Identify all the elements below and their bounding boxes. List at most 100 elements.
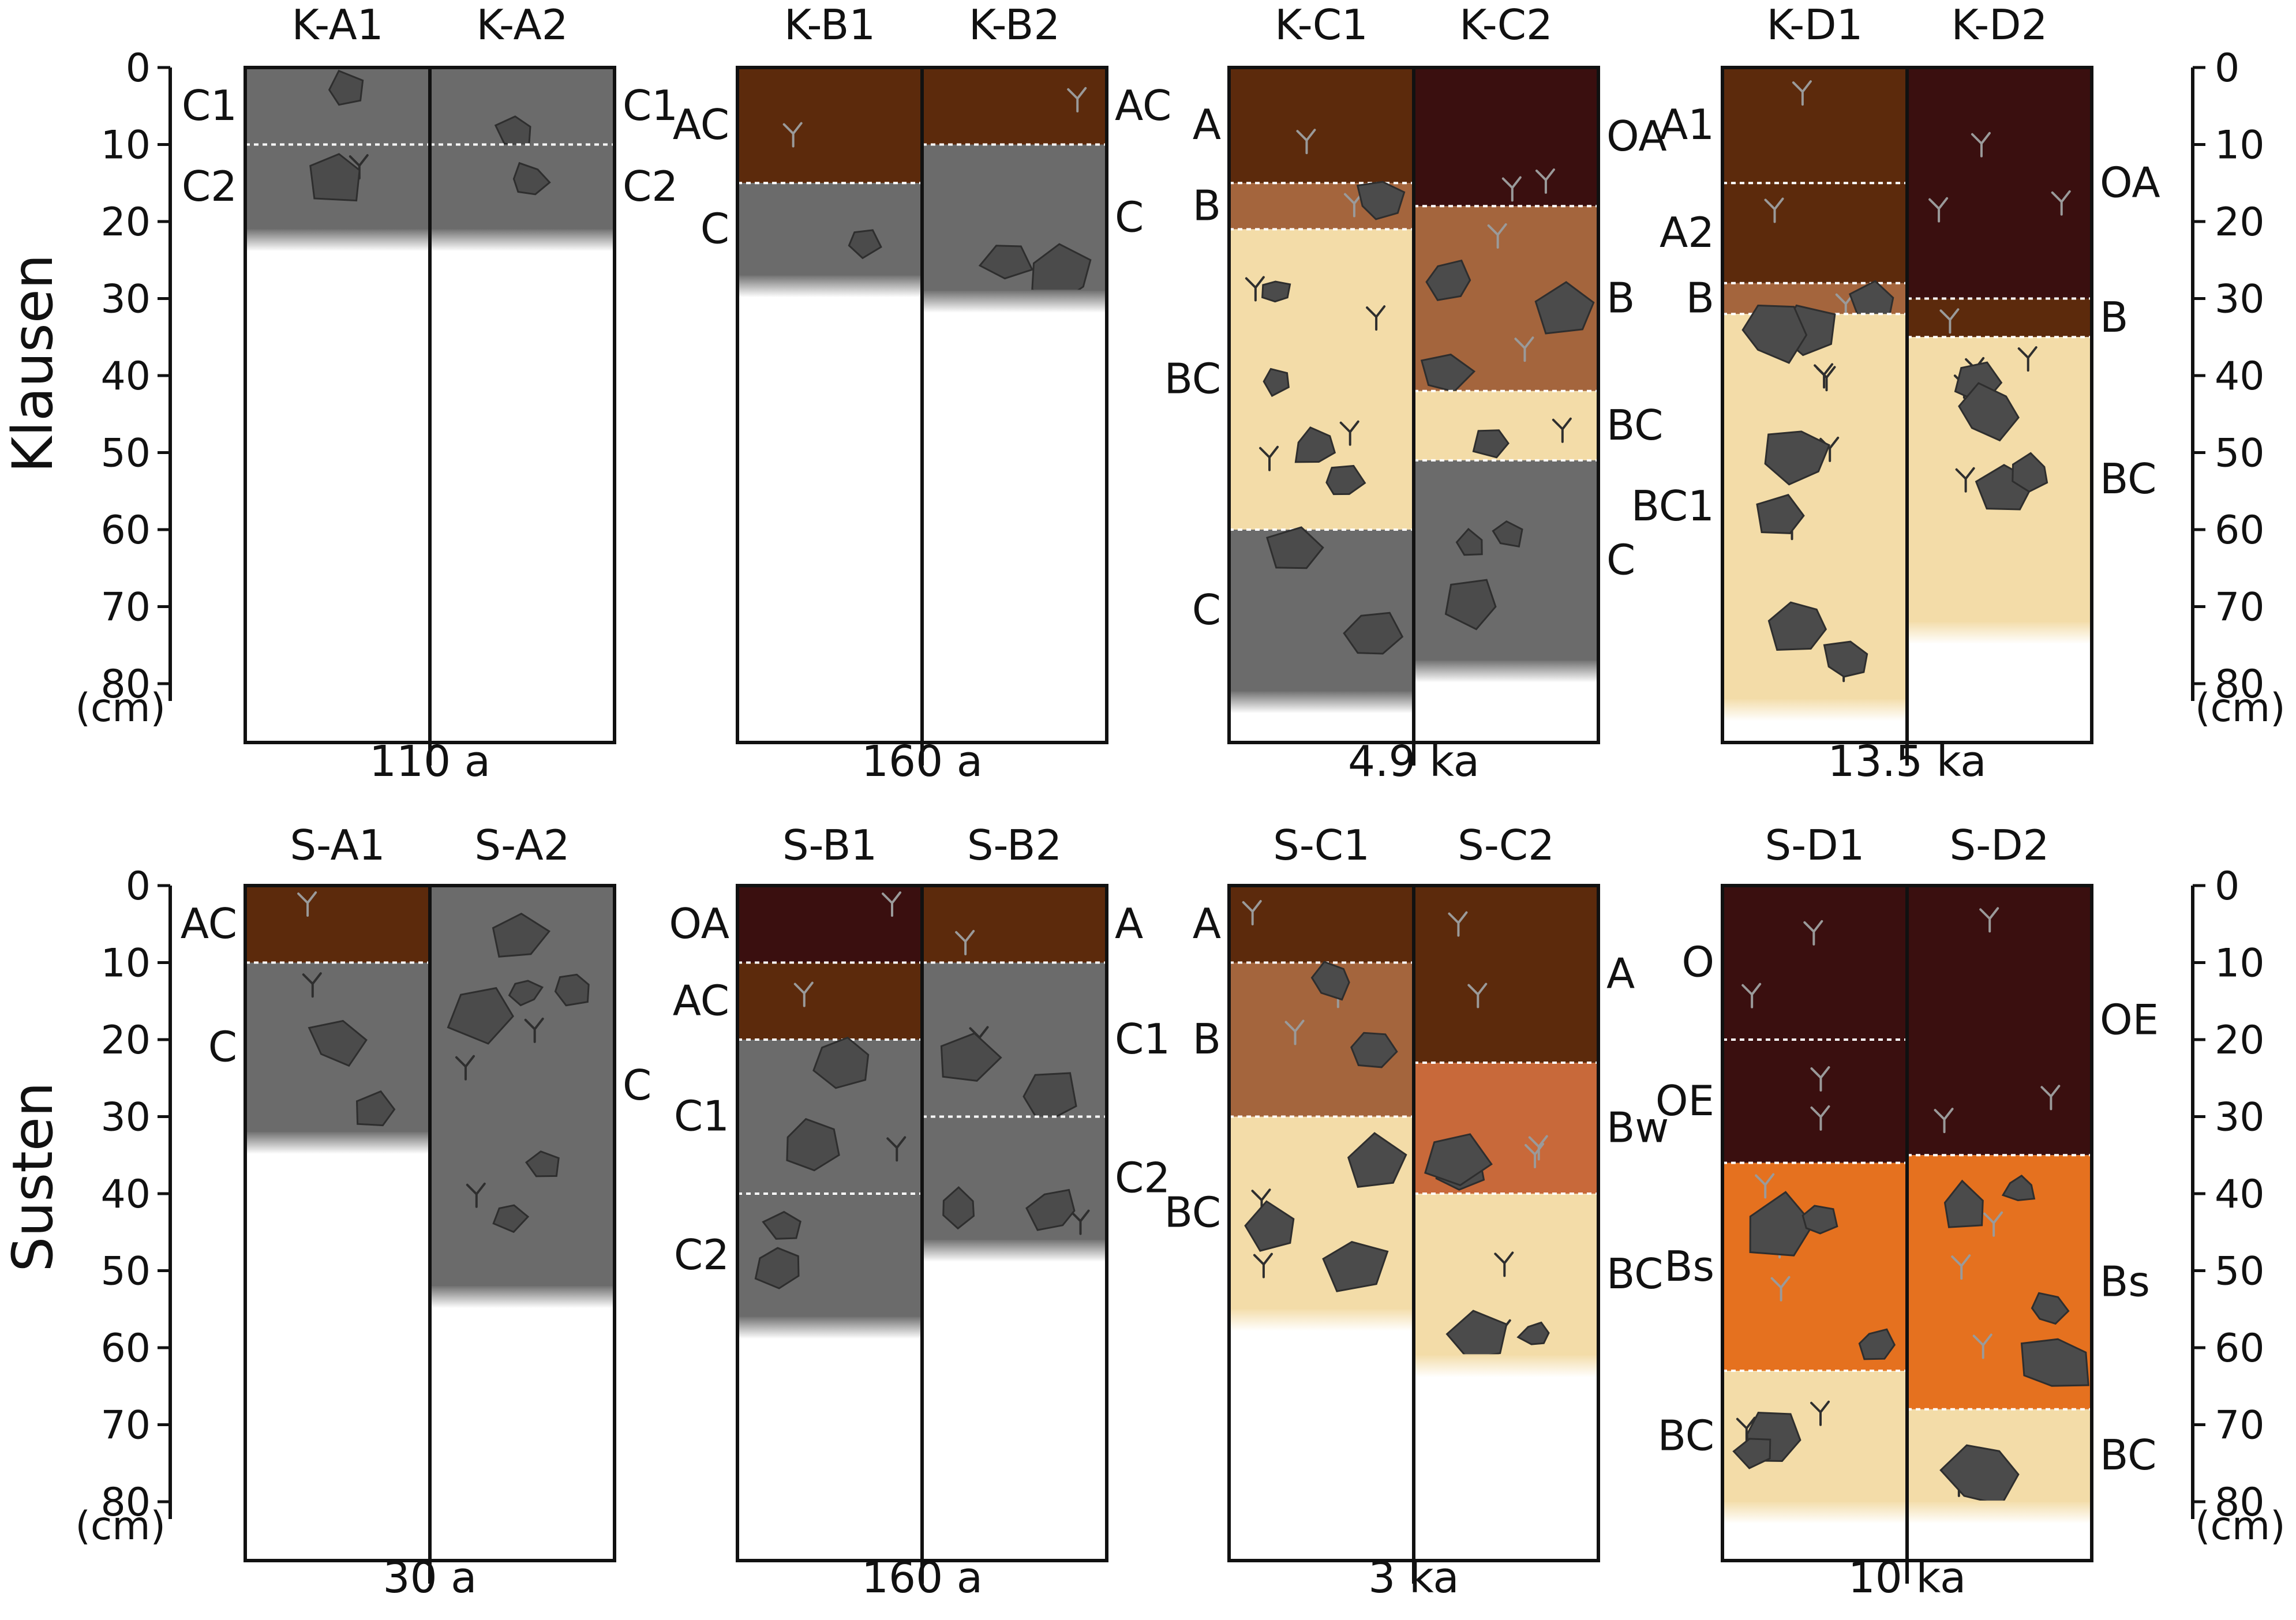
root-icon (1253, 1252, 1273, 1278)
horizon-fade (1414, 659, 1598, 682)
tick-label: 30 (100, 277, 151, 322)
tick-label: 70 (2215, 1403, 2265, 1449)
stone-icon (1764, 430, 1831, 486)
profile-title: S-D1 (1765, 821, 1865, 869)
root-icon (2040, 1085, 2061, 1111)
horizon-label: B (1606, 274, 1635, 322)
profile-title: K-A2 (476, 1, 568, 49)
stone-icon (447, 987, 514, 1045)
stone-icon (1263, 367, 1290, 397)
tick-label: 10 (100, 941, 151, 987)
horizon-fade (1229, 690, 1414, 714)
stone-icon (1939, 1444, 2020, 1502)
stone-icon (786, 1118, 840, 1172)
horizon-fade (737, 274, 922, 298)
root-icon (1814, 363, 1834, 389)
root-icon (1494, 1251, 1514, 1277)
horizon-fade (737, 1315, 922, 1339)
profile-content (430, 886, 615, 1287)
depth-axis-left: 0 10 20 30 40 50 60 70 80(cm) (75, 864, 172, 1549)
profile-title: K-C1 (1275, 1, 1368, 49)
horizon-label: BC (1606, 1250, 1663, 1298)
profile-content (430, 68, 615, 230)
root-icon (1284, 1019, 1305, 1045)
stone-icon (1958, 382, 2020, 442)
horizon-a1 (1722, 68, 1907, 183)
tick-label: 50 (2215, 431, 2265, 477)
depth-axis-left: 0 10 20 30 40 50 60 70 80(cm) (75, 46, 172, 731)
stone-icon (1022, 1072, 1077, 1126)
stone-icon (1310, 961, 1350, 1001)
stone-icon (940, 1032, 1002, 1082)
root-icon (466, 1182, 486, 1208)
horizon-oa (1907, 68, 2092, 299)
profile-title: K-B1 (784, 1, 875, 49)
tick-label: 20 (100, 1018, 151, 1063)
profile-content (1907, 886, 2092, 1502)
root-icon (1487, 223, 1507, 249)
root-icon (1810, 1066, 1830, 1092)
stone-icon (2001, 1175, 2036, 1202)
horizon-ac (737, 68, 922, 183)
profile-content (922, 886, 1107, 1240)
stone-icon (1943, 1179, 1984, 1228)
stone-icon (1732, 1438, 1771, 1469)
root-icon (782, 122, 803, 148)
stone-icon (1455, 527, 1483, 556)
tick-label: 20 (2215, 1018, 2265, 1063)
root-icon (1951, 1254, 1971, 1280)
profile-group: C1 C2 K-A1 C1 C2 K-A2 110 a (182, 1, 678, 786)
tick-label: 80 (100, 662, 151, 707)
root-icon (297, 891, 317, 917)
profile-s-b1: OA AC C1 C2 S-B1 (669, 821, 922, 1339)
horizon-label: B (1193, 1015, 1221, 1063)
horizon-label: OE (1655, 1077, 1714, 1125)
depth-axis-right: 0 10 20 30 40 50 60 70 80(cm) (2191, 46, 2286, 731)
stone-icon (1322, 1240, 1389, 1292)
root-icon (1448, 911, 1468, 937)
profile-k-b2: AC C K-B2 (922, 1, 1171, 313)
horizon-fade (430, 228, 615, 252)
root-icon (1934, 1108, 1954, 1134)
horizon-label: C (1192, 586, 1221, 634)
profile-group: O OE Bs BC S-D1 OE Bs BC S-D2 10 ka (1655, 821, 2159, 1603)
horizon-fade (430, 1285, 615, 1308)
root-icon (1552, 417, 1572, 443)
horizon-label: A (1193, 899, 1221, 948)
stone-icon (812, 1036, 870, 1089)
root-icon (1770, 1276, 1791, 1302)
tick-label: 80 (100, 1480, 151, 1525)
stone-icon (1424, 1133, 1493, 1186)
axis-unit: (cm) (2195, 1503, 2286, 1549)
tick-label: 10 (2215, 941, 2265, 987)
horizon-label: C1 (1115, 1015, 1170, 1063)
profile-content (1414, 886, 1598, 1356)
stone-icon (1534, 281, 1595, 335)
age-label: 30 a (383, 1553, 477, 1603)
root-icon (1501, 176, 1522, 202)
horizon-ac (922, 68, 1107, 145)
profile-k-c1: AB BC C K-C1 (1164, 1, 1414, 714)
profile-title: S-C2 (1458, 821, 1555, 869)
tick-label: 20 (100, 200, 151, 245)
tick-label: 0 (2215, 864, 2239, 909)
tick-label: 60 (100, 1326, 151, 1371)
profile-content (737, 68, 922, 276)
horizon-fade (922, 1239, 1107, 1262)
profile-content (1229, 68, 1414, 692)
stone-icon (508, 980, 544, 1007)
profile-content (922, 68, 1107, 291)
horizon-fade (1414, 1354, 1598, 1378)
root-icon (1971, 132, 1991, 158)
stone-icon (1244, 1200, 1295, 1252)
horizon-label: OA (1606, 112, 1667, 160)
age-label: 10 ka (1848, 1553, 1967, 1603)
root-icon (1514, 336, 1534, 362)
tick-label: 50 (2215, 1249, 2265, 1295)
root-icon (2017, 346, 2037, 372)
stone-icon (494, 115, 531, 148)
horizon-c (1229, 530, 1414, 692)
horizon-label: Bs (2100, 1258, 2150, 1306)
stone-icon (1741, 304, 1808, 364)
